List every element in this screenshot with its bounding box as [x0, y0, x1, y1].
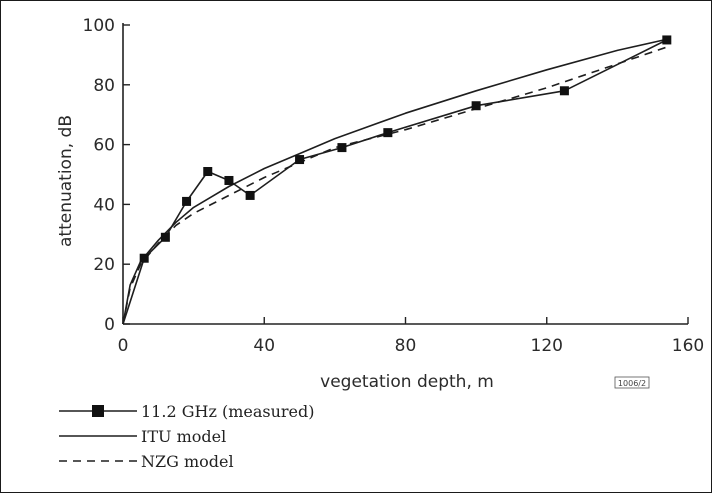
data-point-measured — [471, 101, 481, 111]
figure-id-box — [614, 376, 650, 389]
y-axis-title: attenuation, dB — [56, 115, 76, 247]
x-tick-label: 0 — [118, 336, 129, 356]
data-point-measured — [662, 35, 672, 45]
figure-id: 1006/2 — [618, 379, 646, 388]
legend-label-nzg: NZG model — [141, 452, 234, 471]
legend-label-itu: ITU model — [141, 427, 226, 446]
data-point-measured — [337, 143, 347, 153]
x-tick-label: 40 — [253, 336, 275, 356]
legend: 11.2 GHz (measured) ITU model NZG model — [59, 402, 315, 471]
y-tick-label: 0 — [104, 315, 115, 335]
data-point-measured — [245, 190, 255, 200]
series-line-itu — [122, 37, 671, 325]
data-point-measured — [203, 167, 213, 177]
y-tick-label: 40 — [93, 195, 115, 215]
data-point-measured — [295, 155, 305, 165]
x-tick-label: 80 — [395, 336, 417, 356]
axes — [122, 23, 689, 325]
series-line-measured — [122, 39, 668, 325]
tick-labels: 0 20 40 60 80 100 0 40 80 120 160 — [83, 16, 705, 356]
y-tick-label: 60 — [93, 136, 115, 156]
y-tick-label: 100 — [83, 16, 115, 36]
x-tick-label: 160 — [672, 336, 704, 356]
data-point-measured — [182, 196, 192, 206]
y-tick-label: 80 — [93, 76, 115, 96]
data-point-measured — [224, 175, 234, 185]
data-point-measured — [559, 86, 569, 96]
legend-label-measured: 11.2 GHz (measured) — [141, 402, 315, 421]
y-tick-label: 20 — [93, 255, 115, 275]
series-line-nzg — [122, 45, 671, 325]
legend-marker-measured — [92, 405, 104, 417]
x-axis-title: vegetation depth, m — [320, 372, 494, 392]
data-point-measured — [383, 128, 393, 138]
data-point-measured — [160, 232, 170, 242]
data-point-measured — [139, 253, 149, 263]
series-layer — [122, 35, 672, 325]
x-tick-label: 120 — [531, 336, 563, 356]
